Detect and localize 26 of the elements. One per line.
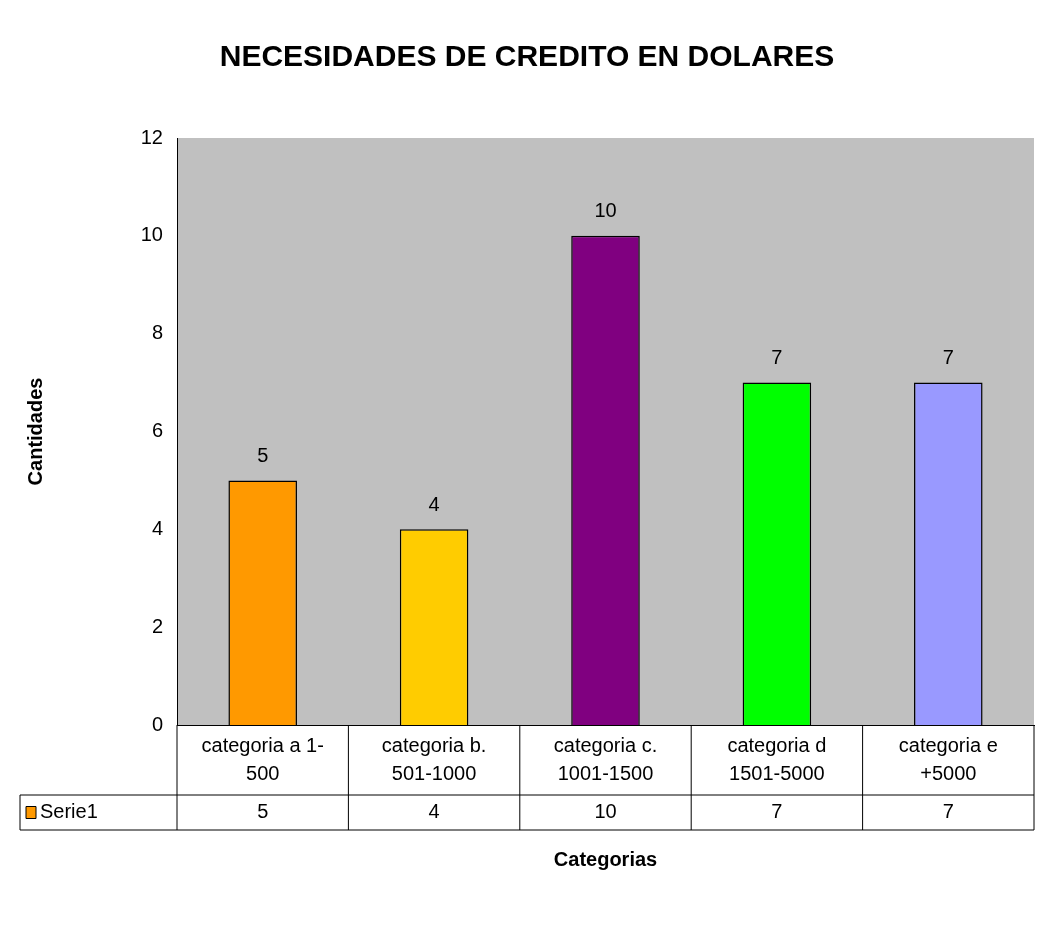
x-tick-label: categoria a 1-500 <box>201 733 324 784</box>
text: 10 <box>594 800 617 823</box>
data-label: 4 <box>428 492 440 515</box>
legend-label: Serie1 <box>40 800 98 823</box>
chart-title: NECESIDADES DE CREDITO EN DOLARES <box>219 39 835 73</box>
y-tick-label: 6 <box>151 419 163 442</box>
data-label: 10 <box>594 199 617 222</box>
y-tick-label: 12 <box>140 125 163 148</box>
x-axis-title: Categorias <box>553 847 658 870</box>
data-label: 7 <box>771 346 783 369</box>
y-tick-label: 2 <box>151 614 163 637</box>
y-tick-label: 8 <box>151 321 163 344</box>
data-label: 7 <box>942 346 954 369</box>
text: 7 <box>771 800 783 823</box>
text: 5 <box>257 800 269 823</box>
text: 4 <box>428 800 440 823</box>
x-tick-label: categoria e +5000 <box>898 733 998 784</box>
y-tick-label: 4 <box>151 516 163 539</box>
data-label: 5 <box>257 443 269 466</box>
y-tick-label: 0 <box>151 712 163 735</box>
x-tick-label: categoria d 1501-5000 <box>727 733 827 784</box>
x-tick-label: categoria b. 501-1000 <box>381 733 487 784</box>
y-axis-title: Cantidades <box>23 377 46 486</box>
y-tick-label: 10 <box>140 223 163 246</box>
x-tick-label: categoria c. 1001-1500 <box>553 733 658 784</box>
text: 7 <box>942 800 954 823</box>
